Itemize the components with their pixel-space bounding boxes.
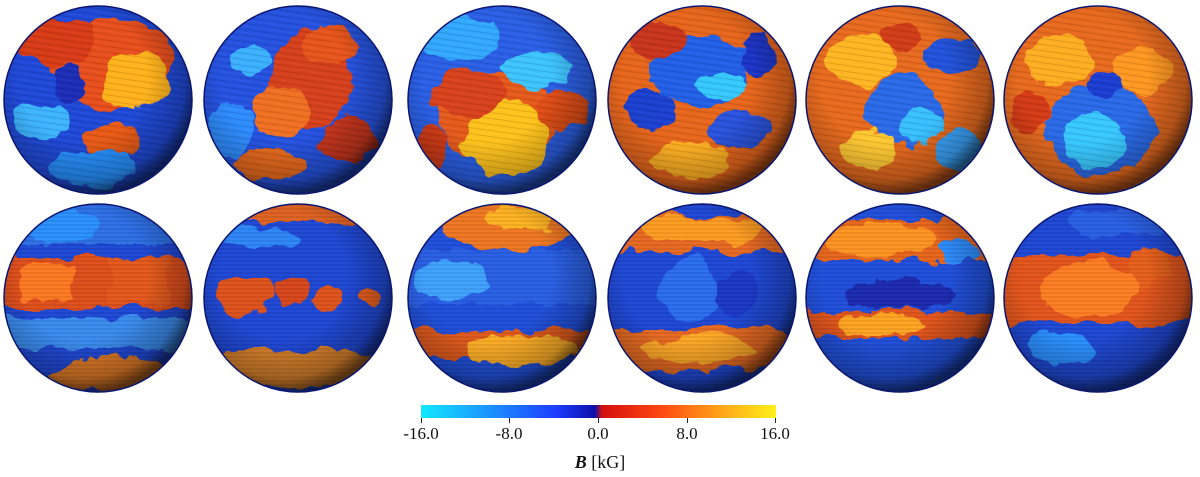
polar-view-5 [806, 6, 994, 194]
field-symbol: B [574, 452, 587, 472]
equatorial-view-1 [4, 204, 192, 392]
colorbar [421, 405, 776, 418]
colorbar-tick-label: -16.0 [403, 424, 439, 443]
colorbar-tick-2 [509, 418, 510, 423]
colorbar-tick-4 [687, 418, 688, 423]
polar-view-1 [4, 6, 192, 194]
sphere-grid [3, 5, 1193, 393]
colorbar-title: B [kG] [540, 452, 660, 473]
polar-view-2 [204, 6, 392, 194]
colorbar-tick-1 [421, 418, 422, 423]
colorbar-tick-3 [598, 418, 599, 423]
colorbar-tick-label: 0.0 [587, 424, 609, 443]
equatorial-view-6 [1004, 204, 1192, 392]
colorbar-tick-label: 8.0 [676, 424, 698, 443]
colorbar-tick-5 [775, 418, 776, 423]
colorbar-tick-label: 16.0 [760, 424, 790, 443]
polar-view-6 [1004, 6, 1192, 194]
polar-view-4 [608, 6, 796, 194]
equatorial-view-3 [408, 204, 596, 392]
polar-view-3 [408, 6, 596, 194]
equatorial-view-4 [608, 204, 796, 392]
colorbar-tick-label: -8.0 [495, 424, 523, 443]
equatorial-view-5 [806, 204, 994, 392]
field-unit: [kG] [591, 452, 626, 472]
equatorial-view-2 [204, 204, 392, 392]
